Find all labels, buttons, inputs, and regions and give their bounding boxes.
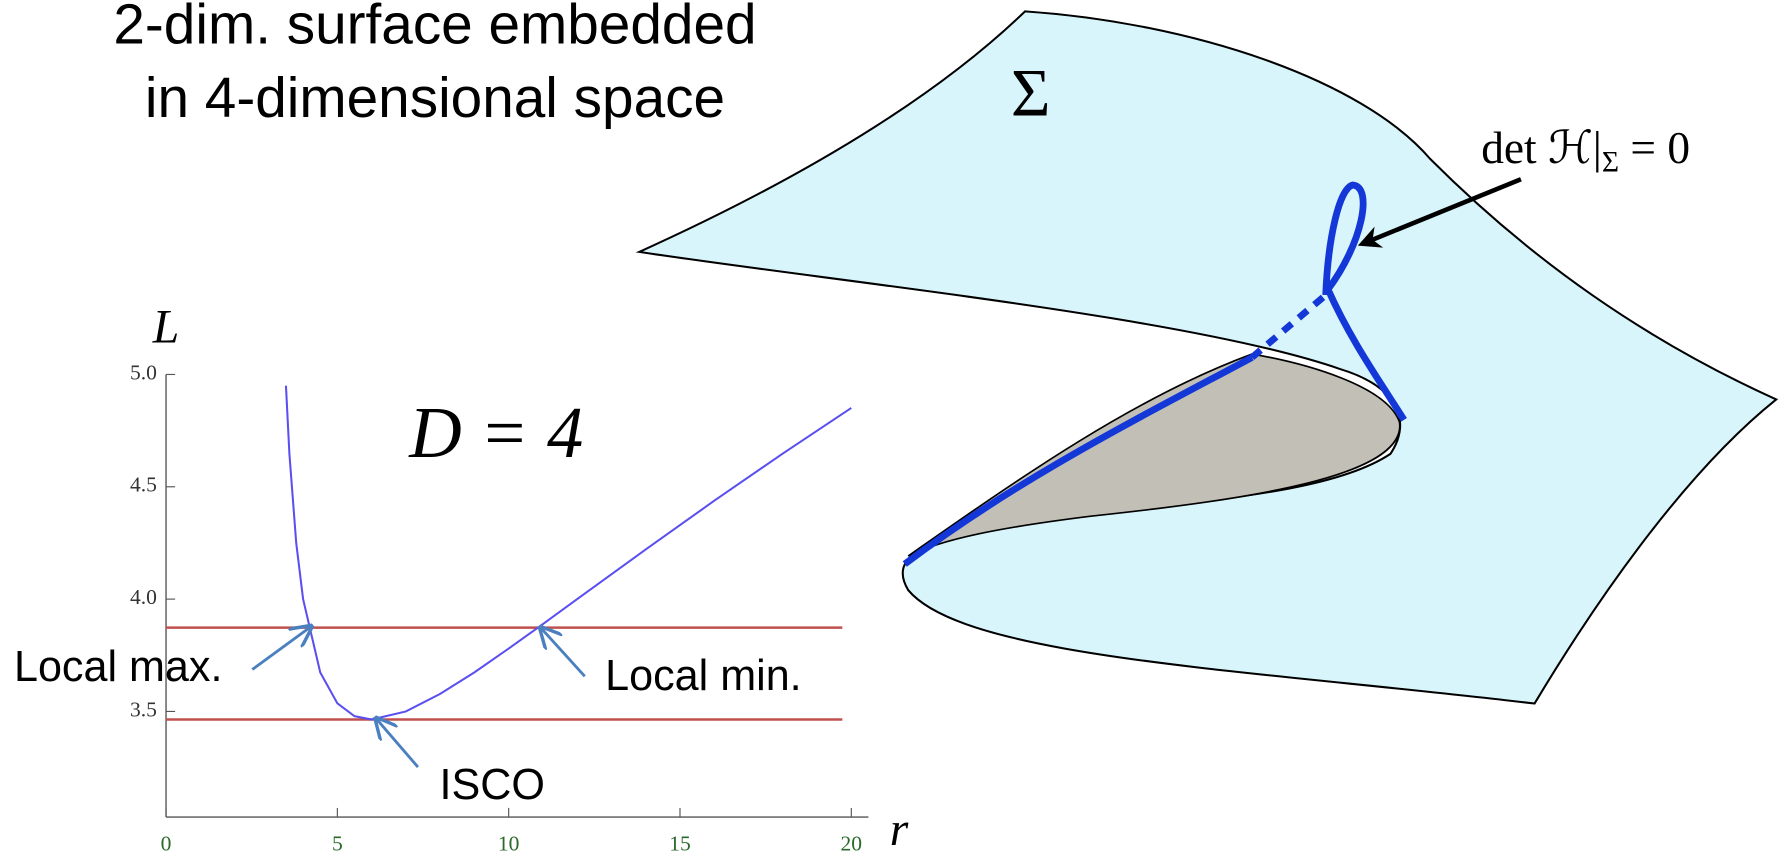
annotation-arrow xyxy=(376,718,418,767)
x-axis-label: r xyxy=(890,804,909,856)
annotation: D = 4 xyxy=(408,392,583,473)
y-axis-label: L xyxy=(152,301,179,353)
annotation-arrow xyxy=(252,626,311,669)
annotation: Local max. xyxy=(14,643,222,691)
figure: Σ det ℋ|Σ = 0 2-dim. surface embedded in… xyxy=(0,0,1780,859)
surface-label: Σ xyxy=(1011,54,1051,130)
x-tick-label: 15 xyxy=(669,831,691,855)
curve-label: det ℋ|Σ = 0 xyxy=(1481,124,1690,179)
x-tick-label: 0 xyxy=(161,831,172,855)
curve-label-part: Σ xyxy=(1602,146,1619,178)
y-tick-label: 4.0 xyxy=(130,585,157,609)
y-tick-label: 3.5 xyxy=(130,697,157,721)
x-tick-label: 10 xyxy=(498,831,520,855)
annotation: Local min. xyxy=(605,652,801,700)
title-line: in 4-dimensional space xyxy=(145,67,725,130)
y-tick-label: 4.5 xyxy=(130,473,157,497)
curve-label-part: det ℋ| xyxy=(1481,124,1602,174)
x-tick-label: 20 xyxy=(841,831,863,855)
annotation-arrow xyxy=(540,628,584,677)
annotation: ISCO xyxy=(440,761,545,809)
surface xyxy=(639,11,1776,703)
surface-diagram: Σ det ℋ|Σ = 0 xyxy=(639,11,1776,703)
page: {"header": {"title_lines": ["2-dim. surf… xyxy=(0,0,1780,859)
x-tick-label: 5 xyxy=(332,831,343,855)
curve-label-part: = 0 xyxy=(1619,124,1690,174)
plot: 3.5 4.0 4.5 5.0 0 5 10 15 20 Lr D = 4 Local max. Loc… xyxy=(14,301,909,856)
y-tick-label: 5.0 xyxy=(130,360,157,384)
title-line: 2-dim. surface embedded xyxy=(113,0,756,56)
